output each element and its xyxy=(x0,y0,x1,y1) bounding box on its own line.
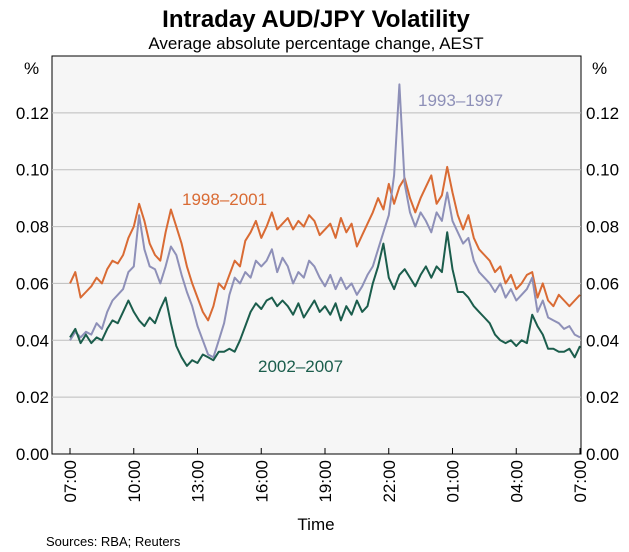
series-label-1993-1997: 1993–1997 xyxy=(418,91,503,110)
gridlines: 0.00 0.00 0.02 0.02 0.04 0.04 0.06 0.06 0.08 0.08… xyxy=(16,104,619,464)
y-tick-left: 0.00 xyxy=(16,445,49,464)
y-tick-right: 0.08 xyxy=(586,218,619,237)
chart-title: Intraday AUD/JPY Volatility xyxy=(162,6,470,33)
x-axis-label: Time xyxy=(297,515,334,534)
series-line-1993-1997 xyxy=(69,83,581,359)
series-label-1998-2001: 1998–2001 xyxy=(182,190,267,209)
y-tick-left: 0.08 xyxy=(16,218,49,237)
x-tick-label: 19:00 xyxy=(316,460,335,503)
y-tick-left: 0.12 xyxy=(16,104,49,123)
y-tick-right: 0.12 xyxy=(586,104,619,123)
source-note: Sources: RBA; Reuters xyxy=(46,534,181,549)
x-tick-label: 10:00 xyxy=(125,460,144,503)
series-line-1998-2001 xyxy=(69,165,581,322)
y-tick-right: 0.02 xyxy=(586,388,619,407)
x-tick-label: 01:00 xyxy=(444,460,463,503)
series-group xyxy=(69,83,581,367)
y-tick-left: 0.02 xyxy=(16,388,49,407)
plot-area xyxy=(51,55,582,455)
y-tick-left: 0.10 xyxy=(16,161,49,180)
y-tick-right: 0.04 xyxy=(586,331,619,350)
y-axis-unit-right: % xyxy=(592,59,607,78)
x-tick-label: 04:00 xyxy=(507,460,526,503)
y-tick-right: 0.00 xyxy=(586,445,619,464)
series-line-2002-2007 xyxy=(69,231,581,367)
series-label-2002-2007: 2002–2007 xyxy=(258,357,343,376)
y-tick-right: 0.06 xyxy=(586,274,619,293)
y-tick-left: 0.06 xyxy=(16,274,49,293)
x-tick-label: 07:00 xyxy=(61,460,80,503)
y-tick-right: 0.10 xyxy=(586,161,619,180)
chart-subtitle: Average absolute percentage change, AEST xyxy=(148,34,483,53)
x-tick-label: 13:00 xyxy=(189,460,208,503)
x-tick-label: 22:00 xyxy=(380,460,399,503)
y-tick-left: 0.04 xyxy=(16,331,49,350)
x-tick-label: 07:00 xyxy=(571,460,590,503)
x-tick-label: 16:00 xyxy=(252,460,271,503)
y-axis-unit-left: % xyxy=(24,59,39,78)
x-axis-ticks: 07:00 10:00 13:00 16:00 19:00 22:00 01:00 04:00… xyxy=(61,448,590,503)
